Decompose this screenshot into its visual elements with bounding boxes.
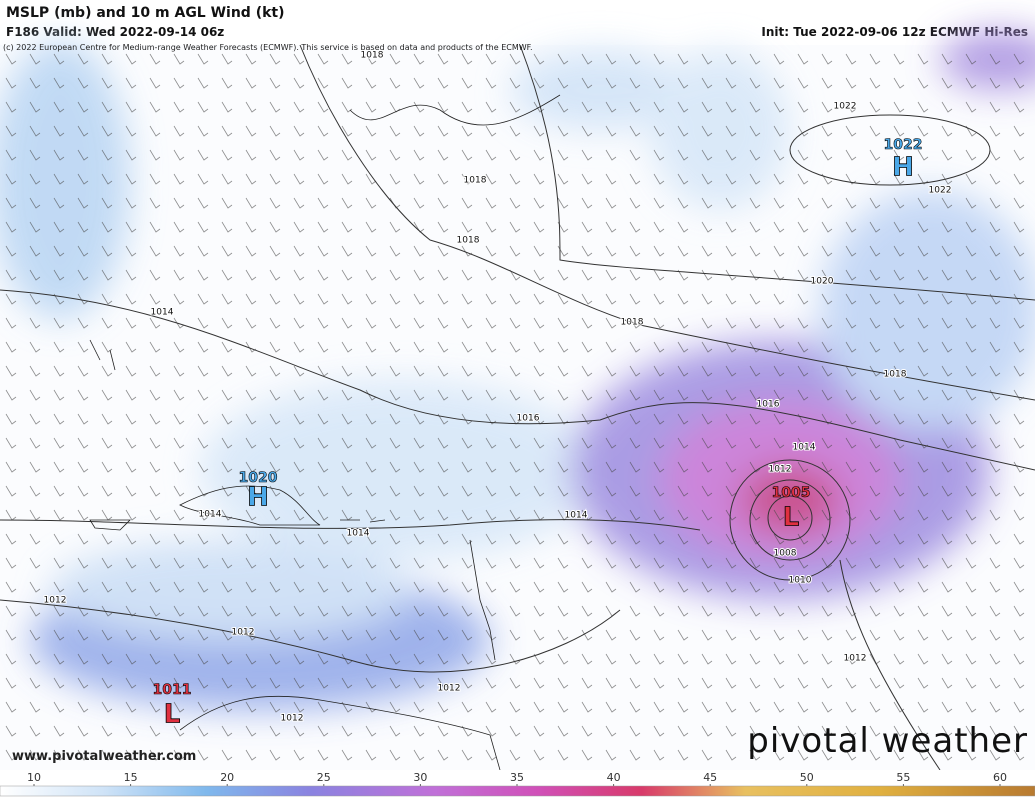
brand-watermark: pivotal weather — [747, 721, 1028, 761]
colorbar-tick-label: 10 — [27, 771, 41, 784]
valid-time: F186 Valid: Wed 2022-09-14 06z — [6, 25, 224, 39]
colorbar-tick-label: 15 — [124, 771, 138, 784]
header-bg — [0, 0, 1035, 45]
contour-label: 1018 — [361, 51, 384, 61]
contour-label: 1016 — [757, 400, 780, 410]
contour-label: 1020 — [811, 277, 834, 287]
pressure-center-value: 1020 — [239, 470, 278, 486]
colorbar — [0, 785, 1035, 797]
contour-label: 1018 — [457, 236, 480, 246]
contour-label: 1018 — [621, 318, 644, 328]
contour-label: 1010 — [789, 576, 812, 586]
pressure-center-letter: H — [892, 153, 914, 183]
contour-label: 1014 — [347, 529, 370, 539]
contour-label: 1016 — [517, 414, 540, 424]
website: www.pivotalweather.com — [12, 749, 196, 764]
contour-label: 1012 — [232, 628, 255, 638]
contour-label: 1012 — [769, 465, 792, 475]
title: MSLP (mb) and 10 m AGL Wind (kt) — [6, 5, 285, 21]
colorbar-tick-label: 20 — [220, 771, 234, 784]
contour-label: 1012 — [438, 684, 461, 694]
pressure-center-value: 1011 — [153, 682, 192, 698]
contour-label: 1014 — [793, 443, 816, 453]
contour-label: 1018 — [464, 176, 487, 186]
pressure-center-value: 1022 — [884, 137, 923, 153]
contour-label: 1012 — [44, 596, 67, 606]
colorbar-tick-label: 50 — [800, 771, 814, 784]
pressure-center-letter: L — [164, 700, 181, 730]
contour-label: 1008 — [774, 549, 797, 559]
colorbar-tick-label: 25 — [317, 771, 331, 784]
colorbar-tick-label: 35 — [510, 771, 524, 784]
colorbar-tick-label: 45 — [703, 771, 717, 784]
colorbar-tick-label: 30 — [413, 771, 427, 784]
colorbar-tick-label: 55 — [896, 771, 910, 784]
pressure-center-letter: H — [247, 483, 269, 513]
init-time: Init: Tue 2022-09-06 12z ECMWF Hi-Res — [761, 25, 1028, 39]
contour-label: 1022 — [834, 102, 857, 112]
contour-label: 1018 — [884, 370, 907, 380]
contour-label: 1014 — [199, 510, 222, 520]
colorbar-tick-label: 60 — [993, 771, 1007, 784]
map — [0, 30, 1035, 771]
contour-label: 1014 — [151, 308, 174, 318]
contour-label: 1012 — [844, 654, 867, 664]
contour-label: 1022 — [929, 186, 952, 196]
contour-label: 1014 — [565, 511, 588, 521]
pressure-center-letter: L — [783, 503, 800, 533]
pressure-center-value: 1005 — [772, 485, 811, 501]
contour-label: 1012 — [281, 714, 304, 724]
credit: (c) 2022 European Centre for Medium-rang… — [3, 43, 533, 52]
colorbar-tick-label: 40 — [607, 771, 621, 784]
